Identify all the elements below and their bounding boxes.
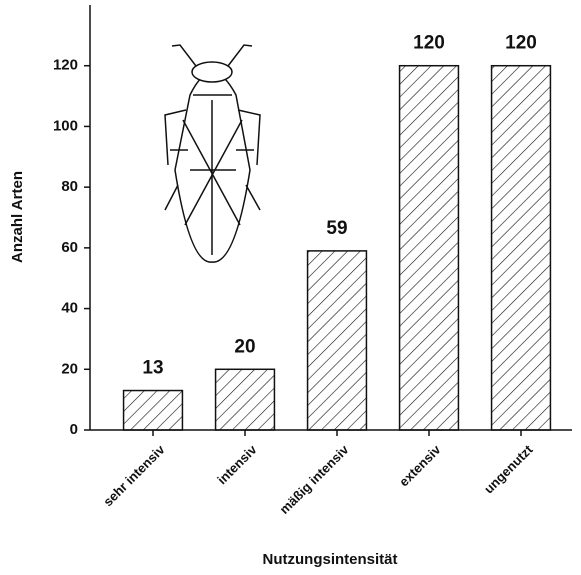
value-label: 120 bbox=[505, 33, 537, 54]
bar bbox=[308, 251, 367, 430]
y-tick-label: 20 bbox=[61, 360, 78, 377]
value-label: 59 bbox=[326, 218, 347, 239]
y-tick-label: 0 bbox=[70, 421, 78, 438]
value-label: 120 bbox=[413, 33, 445, 54]
value-label: 13 bbox=[142, 358, 163, 379]
x-tick-label: mäßig intensiv bbox=[277, 441, 353, 517]
y-tick-label: 80 bbox=[61, 178, 78, 195]
x-tick-label: extensiv bbox=[396, 441, 444, 489]
bar bbox=[400, 66, 459, 430]
bar bbox=[492, 66, 551, 430]
x-tick-label: intensiv bbox=[214, 441, 260, 487]
value-label: 20 bbox=[234, 336, 255, 357]
y-tick-label: 40 bbox=[61, 300, 78, 317]
y-tick-label: 120 bbox=[53, 57, 78, 74]
chart: Nutzungsintensität Anzahl Arten 0 20 40 60 8… bbox=[0, 0, 581, 575]
x-tick-label: ungenutzt bbox=[481, 441, 536, 496]
y-axis-label: Anzahl Arten bbox=[9, 171, 26, 263]
bar bbox=[216, 369, 275, 430]
bar bbox=[124, 391, 183, 430]
x-tick-label: sehr intensiv bbox=[100, 441, 168, 509]
y-tick-label: 100 bbox=[53, 117, 78, 134]
insect-illustration bbox=[165, 45, 260, 262]
x-axis-label: Nutzungsintensität bbox=[263, 551, 398, 568]
y-tick-label: 60 bbox=[61, 239, 78, 256]
